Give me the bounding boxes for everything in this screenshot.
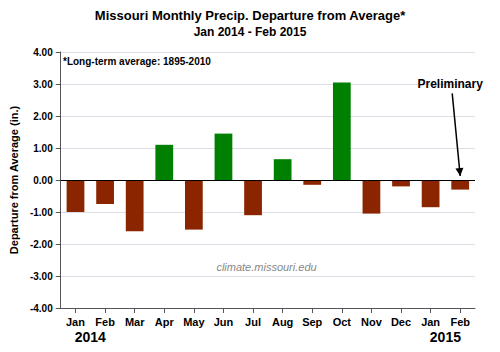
- svg-text:-3.00: -3.00: [30, 271, 53, 282]
- svg-text:2014: 2014: [75, 329, 106, 345]
- svg-text:Preliminary: Preliminary: [418, 77, 484, 91]
- svg-text:Jan 2014 - Feb 2015: Jan 2014 - Feb 2015: [194, 25, 307, 39]
- svg-text:Jun: Jun: [214, 316, 234, 328]
- svg-text:-4.00: -4.00: [30, 303, 53, 314]
- svg-text:2.00: 2.00: [33, 111, 53, 122]
- svg-text:Mar: Mar: [125, 316, 145, 328]
- svg-text:May: May: [183, 316, 205, 328]
- svg-text:Departure from Average (in.): Departure from Average (in.): [8, 105, 20, 254]
- svg-text:-2.00: -2.00: [30, 239, 53, 250]
- svg-text:Missouri Monthly Precip. Depar: Missouri Monthly Precip. Departure from …: [95, 8, 406, 23]
- svg-text:Dec: Dec: [391, 316, 411, 328]
- svg-text:2015: 2015: [430, 329, 461, 345]
- svg-text:climate.missouri.edu: climate.missouri.edu: [216, 261, 316, 273]
- svg-text:Nov: Nov: [361, 316, 383, 328]
- svg-text:1.00: 1.00: [33, 143, 53, 154]
- svg-text:Jan: Jan: [421, 316, 440, 328]
- svg-text:-1.00: -1.00: [30, 207, 53, 218]
- svg-text:Sep: Sep: [302, 316, 322, 328]
- svg-text:Aug: Aug: [272, 316, 293, 328]
- svg-text:3.00: 3.00: [33, 79, 53, 90]
- svg-text:0.00: 0.00: [33, 175, 53, 186]
- svg-text:4.00: 4.00: [33, 47, 53, 58]
- svg-text:Apr: Apr: [155, 316, 175, 328]
- svg-text:Jul: Jul: [245, 316, 261, 328]
- svg-text:Feb: Feb: [450, 316, 470, 328]
- svg-text:Oct: Oct: [333, 316, 352, 328]
- svg-text:Feb: Feb: [95, 316, 115, 328]
- svg-text:*Long-term average: 1895-2010: *Long-term average: 1895-2010: [63, 56, 211, 67]
- svg-text:Jan: Jan: [66, 316, 85, 328]
